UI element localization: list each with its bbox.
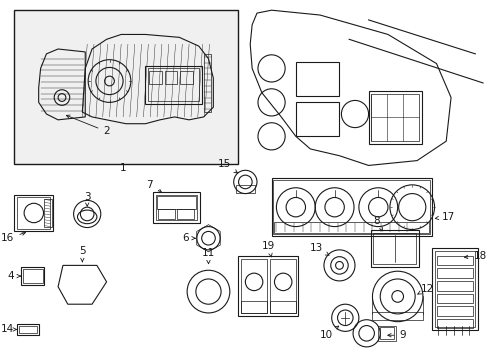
Text: 10: 10	[319, 326, 338, 340]
Text: 13: 13	[309, 243, 328, 255]
Text: 1: 1	[120, 163, 126, 174]
Bar	[23, 269, 42, 283]
Bar	[17, 324, 39, 335]
Bar	[17, 198, 50, 229]
Bar	[156, 194, 197, 220]
Bar	[436, 319, 472, 328]
Bar	[371, 94, 418, 141]
Bar	[14, 194, 53, 231]
Bar	[271, 178, 431, 236]
Text: 2: 2	[66, 115, 110, 136]
Text: 18: 18	[464, 251, 486, 261]
Bar	[295, 102, 339, 136]
Text: 16: 16	[1, 232, 25, 243]
Bar	[21, 267, 44, 285]
Text: 19: 19	[262, 241, 275, 257]
Text: 3: 3	[84, 193, 90, 206]
Text: 17: 17	[434, 212, 454, 222]
Bar	[235, 185, 255, 193]
Bar	[158, 209, 174, 219]
Bar	[273, 180, 429, 234]
Text: 7: 7	[146, 180, 162, 193]
Bar	[44, 199, 52, 226]
Bar	[177, 209, 194, 219]
Bar	[436, 306, 472, 316]
Bar	[269, 301, 295, 313]
Bar	[145, 66, 201, 104]
Bar	[368, 91, 421, 144]
Bar	[373, 233, 415, 264]
Bar	[237, 256, 297, 316]
Bar	[153, 192, 199, 223]
Text: 9: 9	[387, 330, 406, 340]
Bar	[164, 71, 177, 84]
Bar	[157, 195, 196, 209]
Text: 11: 11	[202, 248, 215, 264]
Text: 6: 6	[182, 233, 195, 243]
Bar	[436, 268, 472, 278]
Bar	[380, 328, 393, 339]
Bar	[269, 258, 295, 313]
Bar	[14, 10, 237, 163]
Text: 4: 4	[8, 271, 20, 281]
Bar	[372, 312, 422, 320]
Bar	[434, 251, 474, 328]
Bar	[203, 54, 211, 112]
Bar	[370, 230, 418, 267]
Bar	[378, 325, 395, 341]
Bar	[148, 68, 199, 102]
Bar	[295, 62, 339, 96]
Text: 12: 12	[417, 284, 433, 294]
Bar	[149, 71, 162, 84]
Bar	[436, 256, 472, 265]
Bar	[240, 301, 266, 313]
Text: 5: 5	[79, 246, 85, 262]
Bar	[180, 71, 193, 84]
Bar	[19, 325, 37, 333]
Text: 8: 8	[372, 216, 382, 231]
Bar	[431, 248, 477, 330]
Text: 15: 15	[217, 158, 237, 173]
Bar	[240, 258, 266, 313]
Bar	[274, 222, 428, 233]
Text: 14: 14	[1, 324, 17, 334]
Bar	[436, 293, 472, 303]
Bar	[436, 281, 472, 291]
